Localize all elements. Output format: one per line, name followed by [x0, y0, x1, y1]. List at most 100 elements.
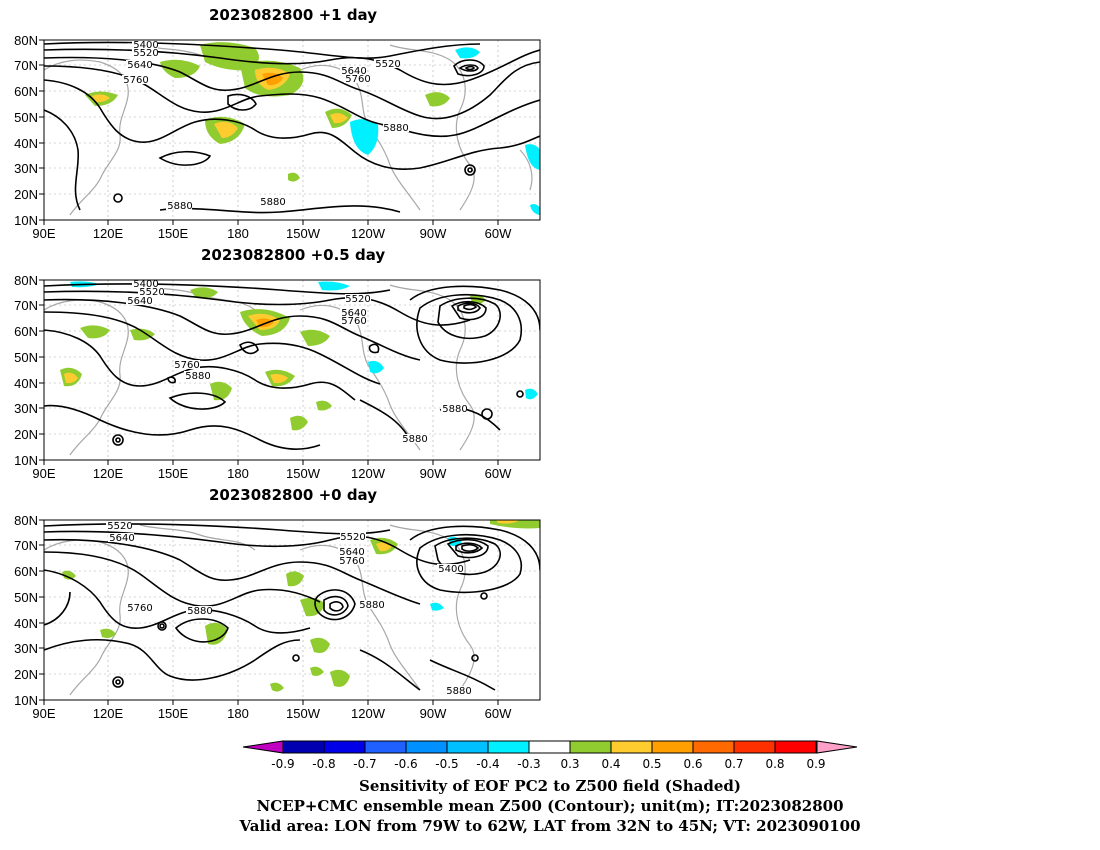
colorbar-box	[487, 740, 530, 754]
sensitivity-shading	[60, 281, 538, 431]
lon-label: 150E	[158, 466, 189, 481]
colorbar-box	[733, 740, 776, 754]
lat-label: 70N	[14, 298, 38, 313]
panel-title-1day: 2023082800 +1 day	[209, 6, 377, 24]
colorbar-tick: 0.5	[642, 757, 661, 771]
lon-axis-0day: 90E 120E 150E 180 150W 120W 90W 60W	[32, 700, 512, 721]
colorbar-tick: 0.3	[560, 757, 579, 771]
lon-label: 60W	[485, 706, 512, 721]
grid-lines	[44, 280, 540, 460]
lat-label: 20N	[14, 667, 38, 682]
lon-label: 120E	[93, 706, 124, 721]
contour-label: 5520	[107, 521, 132, 532]
grid-lines	[44, 520, 540, 700]
lat-label: 50N	[14, 590, 38, 605]
z500-contours	[44, 523, 540, 691]
lon-label: 180	[227, 466, 249, 481]
colorbar-tick: -0.7	[353, 757, 376, 771]
lat-axis-1day: 80N 70N 60N 50N 40N 30N 20N 10N	[14, 33, 44, 228]
contour-label: 5640	[127, 60, 152, 71]
lon-axis-1day: 90E 120E 150E 180 150W 120W 90W 60W	[32, 220, 512, 241]
lon-axis-halfday: 90E 120E 150E 180 150W 120W 90W 60W	[32, 460, 512, 481]
colorbar-box	[569, 740, 612, 754]
colorbar-box	[774, 740, 817, 754]
lat-label: 80N	[14, 513, 38, 528]
lat-label: 50N	[14, 110, 38, 125]
contour-label: 5880	[383, 123, 408, 134]
footer-line-1: Sensitivity of EOF PC2 to Z500 field (Sh…	[359, 777, 741, 795]
colorbar-box	[528, 740, 571, 754]
contour-label: 5520	[139, 287, 164, 298]
colorbar-tick: 0.7	[724, 757, 743, 771]
contour-label: 5880	[446, 686, 471, 697]
lon-label: 150W	[286, 226, 321, 241]
colorbar-tick: -0.8	[312, 757, 335, 771]
colorbar-tick: -0.3	[517, 757, 540, 771]
sensitivity-shading	[62, 520, 540, 692]
map-panel-1day: 5400 5520 5640 5760 5640 5760 5520 5880 …	[43, 39, 541, 221]
lat-label: 40N	[14, 616, 38, 631]
lat-label: 70N	[14, 538, 38, 553]
colorbar-tick: 0.9	[806, 757, 825, 771]
contour-label: 5880	[187, 606, 212, 617]
colorbar-ticks: -0.9 -0.8 -0.7 -0.6 -0.5 -0.4 -0.3 0.3 0…	[271, 757, 825, 771]
contour-label: 5760	[123, 75, 148, 86]
axis-labels: 80N 70N 60N 50N 40N 30N 20N 10N 90E 120E…	[14, 33, 512, 721]
colorbar-tick: -0.9	[271, 757, 294, 771]
contour-label: 5400	[133, 40, 158, 51]
lat-label: 50N	[14, 350, 38, 365]
colorbar-box	[651, 740, 694, 754]
contour-label: 5640	[341, 308, 366, 319]
footer-line-2: NCEP+CMC ensemble mean Z500 (Contour); u…	[256, 797, 844, 815]
map-panel-halfday: 5400 5520 5640 5520 5640 5760 5760 5880 …	[43, 279, 541, 461]
colorbar-box	[282, 740, 325, 754]
colorbar-box	[692, 740, 735, 754]
lon-label: 120W	[351, 466, 386, 481]
footer-line-3: Valid area: LON from 79W to 62W, LAT fro…	[239, 817, 861, 835]
map-frame	[43, 279, 541, 461]
lat-axis-halfday: 80N 70N 60N 50N 40N 30N 20N 10N	[14, 273, 44, 468]
lat-label: 10N	[14, 693, 38, 708]
contour-label: 5880	[260, 197, 285, 208]
lat-axis-0day: 80N 70N 60N 50N 40N 30N 20N 10N	[14, 513, 44, 708]
lat-label: 60N	[14, 564, 38, 579]
coastlines	[44, 524, 475, 696]
contour-label: 5640	[339, 547, 364, 558]
contour-label: 5400	[438, 564, 463, 575]
lon-label: 90E	[32, 226, 55, 241]
colorbar: -0.9 -0.8 -0.7 -0.6 -0.5 -0.4 -0.3 0.3 0…	[242, 740, 858, 771]
contour-label: 5880	[359, 600, 384, 611]
lat-label: 60N	[14, 324, 38, 339]
lon-label: 60W	[485, 226, 512, 241]
lat-label: 20N	[14, 187, 38, 202]
contour-label: 5400	[133, 279, 158, 290]
contour-label: 5520	[345, 294, 370, 305]
lat-label: 60N	[14, 84, 38, 99]
contour-label: 5760	[127, 603, 152, 614]
contour-labels: 5400 5520 5640 5760 5640 5760 5520 5880 …	[122, 40, 409, 212]
colorbar-tick: -0.6	[394, 757, 417, 771]
contour-label: 5760	[345, 74, 370, 85]
colorbar-tick: 0.8	[765, 757, 784, 771]
colorbar-box	[323, 740, 366, 754]
lon-label: 90W	[420, 706, 447, 721]
lat-label: 80N	[14, 273, 38, 288]
colorbar-tick: 0.4	[601, 757, 620, 771]
lon-label: 120E	[93, 466, 124, 481]
lat-label: 70N	[14, 58, 38, 73]
lon-label: 120W	[351, 226, 386, 241]
contour-label: 5880	[167, 201, 192, 212]
lat-label: 40N	[14, 376, 38, 391]
panel-title-halfday: 2023082800 +0.5 day	[201, 246, 386, 264]
lon-label: 150E	[158, 706, 189, 721]
lon-label: 150E	[158, 226, 189, 241]
lat-label: 10N	[14, 213, 38, 228]
lon-label: 180	[227, 226, 249, 241]
lon-label: 120W	[351, 706, 386, 721]
lon-label: 150W	[286, 706, 321, 721]
contour-labels: 5400 5520 5640 5520 5640 5760 5760 5880 …	[126, 279, 468, 445]
panel-title-0day: 2023082800 +0 day	[209, 486, 377, 504]
contour-label: 5640	[109, 533, 134, 544]
lon-label: 90W	[420, 466, 447, 481]
colorbar-tick: 0.6	[683, 757, 702, 771]
